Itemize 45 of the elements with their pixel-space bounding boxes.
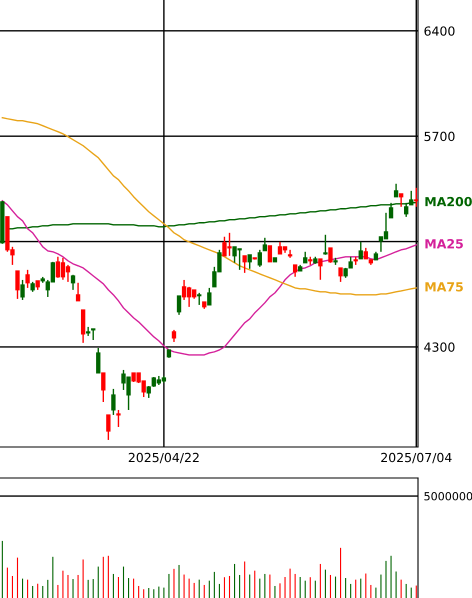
series-label: MA200 (425, 196, 472, 206)
x-tick-label: 2025/04/22 (128, 452, 199, 464)
candlestick (258, 249, 262, 268)
candlestick (15, 270, 20, 300)
candlestick (268, 245, 272, 262)
candlestick (96, 347, 100, 374)
series-label: MA25 (425, 239, 463, 248)
x-tick-label: 2025/07/04 (381, 452, 452, 464)
candlestick (86, 326, 90, 337)
candlestick (318, 258, 323, 280)
candlestick (111, 388, 116, 416)
candlestick (106, 414, 111, 441)
y-tick-label: 6400 (424, 26, 455, 36)
candlestick (20, 279, 25, 301)
candlestick (398, 193, 404, 208)
candlestick (242, 255, 247, 274)
candlestick (262, 237, 268, 252)
candlestick (176, 295, 182, 316)
candlestick (414, 187, 418, 208)
candlestick (70, 274, 76, 291)
candlestick (292, 264, 298, 278)
candlestick (197, 292, 202, 306)
candlestick (248, 254, 252, 270)
candlestick (358, 241, 363, 260)
candlestick (91, 328, 96, 341)
candlestick (76, 282, 80, 302)
candlestick (394, 183, 398, 198)
candlestick (323, 234, 328, 256)
candlestick (30, 281, 35, 293)
candlestick (36, 280, 40, 291)
line-series (2, 117, 417, 296)
y-tick-label: 5700 (424, 132, 455, 142)
line-series (2, 200, 417, 356)
candlestick (328, 247, 333, 264)
candlestick (146, 385, 151, 399)
candlestick (25, 269, 30, 289)
candlestick (101, 372, 106, 403)
candlestick (116, 409, 121, 428)
y-tick-label: 5000000 (424, 492, 472, 500)
candlestick (338, 267, 343, 283)
candlestick (172, 329, 176, 343)
y-tick-label: 4300 (424, 342, 455, 352)
candlestick (303, 251, 308, 264)
series-label: MA75 (425, 282, 463, 292)
candlestick (207, 287, 212, 306)
